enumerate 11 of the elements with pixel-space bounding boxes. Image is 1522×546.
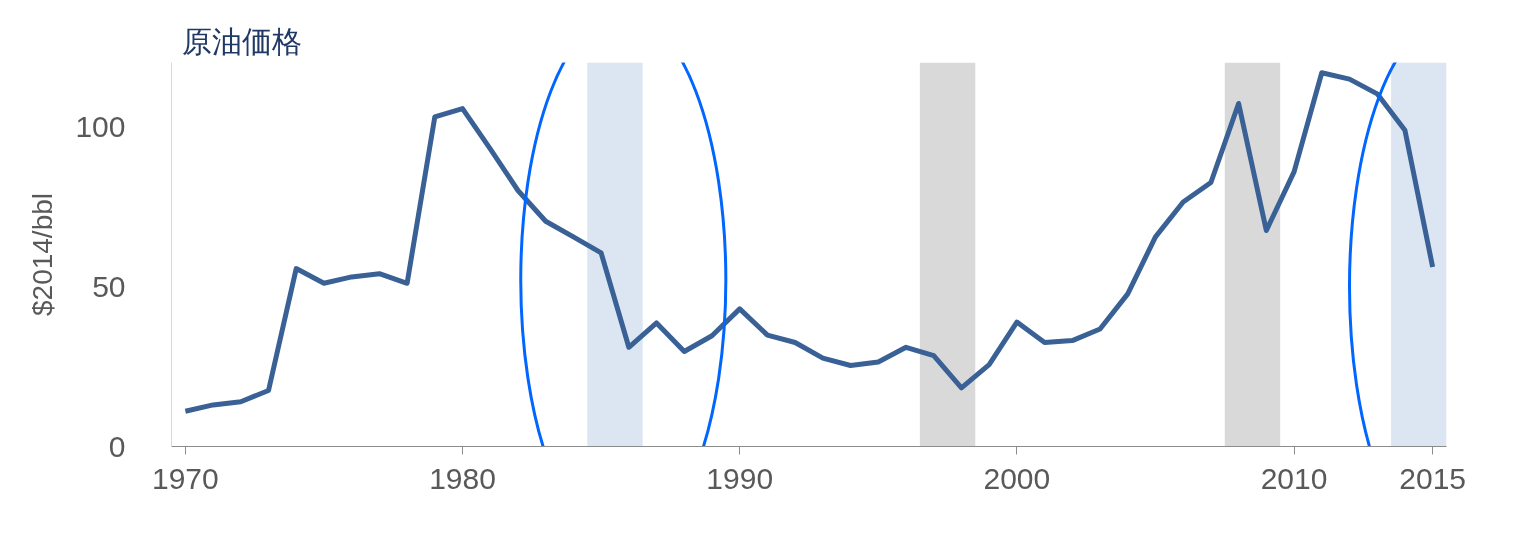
x-tick-label: 2010 xyxy=(1260,461,1328,495)
y-tick-label: 100 xyxy=(75,109,126,143)
chart-title: 原油価格 xyxy=(181,24,302,58)
y-tick-label: 0 xyxy=(108,429,126,463)
x-tick-label: 1970 xyxy=(151,461,219,495)
x-tick-label: 2000 xyxy=(983,461,1051,495)
x-tick-label: 1990 xyxy=(706,461,774,495)
y-tick-label: 50 xyxy=(92,269,126,303)
x-tick-label: 2015 xyxy=(1399,461,1467,495)
x-tick-label: 1980 xyxy=(429,461,496,495)
y-axis-title: $2014/bbl xyxy=(27,192,59,316)
